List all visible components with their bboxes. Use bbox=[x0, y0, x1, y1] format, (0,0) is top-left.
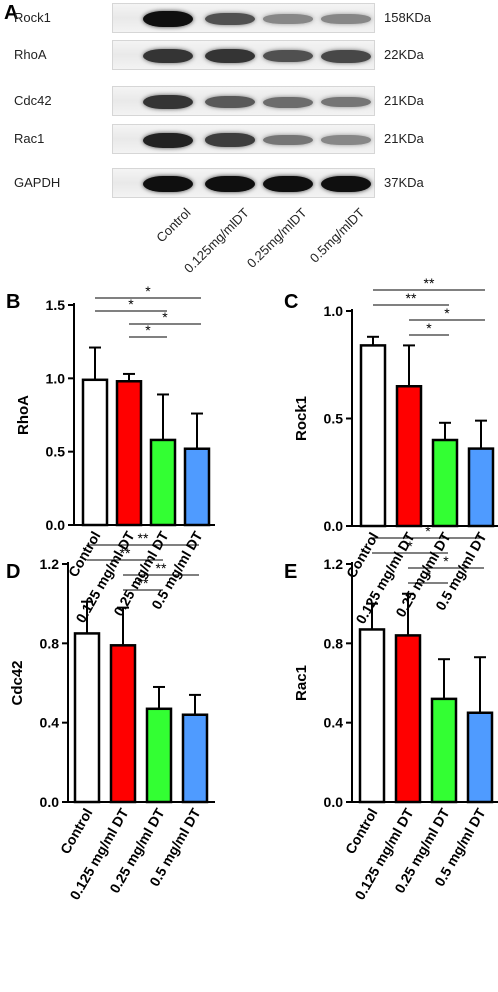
blot-band bbox=[143, 49, 193, 63]
blot-band bbox=[205, 176, 255, 192]
significance-marker: * bbox=[425, 523, 431, 539]
bar bbox=[145, 707, 173, 804]
significance-marker: * bbox=[443, 553, 449, 569]
blot-band bbox=[263, 14, 313, 24]
panel-letter: B bbox=[6, 291, 20, 313]
blot-row-label: GAPDH bbox=[14, 175, 61, 190]
bar bbox=[81, 378, 109, 527]
bar bbox=[431, 438, 459, 528]
y-tick-label: 1.2 bbox=[40, 556, 60, 572]
bar bbox=[183, 447, 211, 527]
blot-band bbox=[263, 134, 313, 146]
y-tick-label: 1.5 bbox=[46, 297, 66, 313]
bar bbox=[467, 447, 495, 528]
y-tick-label: 0.5 bbox=[46, 444, 66, 460]
blot-row-label: Rock1 bbox=[14, 10, 51, 25]
y-tick-label: 0.8 bbox=[324, 635, 344, 651]
significance-marker: * bbox=[444, 305, 450, 321]
blot-strip bbox=[112, 124, 375, 154]
significance-marker: * bbox=[425, 568, 431, 584]
blot-band bbox=[143, 95, 193, 109]
panel-letter-a: A bbox=[4, 2, 19, 24]
y-axis-label: Rac1 bbox=[293, 665, 310, 701]
significance-marker: * bbox=[128, 296, 134, 312]
y-tick-label: 0.4 bbox=[40, 715, 60, 731]
bar bbox=[181, 713, 209, 804]
x-tick-label: Control bbox=[342, 806, 381, 857]
significance-marker: * bbox=[407, 538, 413, 554]
y-axis-label: Cdc42 bbox=[9, 660, 26, 705]
blot-band bbox=[321, 96, 371, 108]
significance-marker: ** bbox=[138, 575, 149, 591]
y-tick-label: 0.0 bbox=[40, 794, 60, 810]
significance-marker: * bbox=[426, 320, 432, 336]
y-axis-label: Rock1 bbox=[293, 396, 310, 441]
y-tick-label: 0.0 bbox=[46, 517, 66, 533]
significance-marker: ** bbox=[156, 560, 167, 576]
y-tick-label: 1.0 bbox=[324, 303, 344, 319]
significance-marker: ** bbox=[120, 545, 131, 561]
panel-letter: E bbox=[284, 561, 297, 583]
blot-band bbox=[143, 132, 193, 148]
significance-marker: ** bbox=[424, 275, 435, 291]
y-tick-label: 1.2 bbox=[324, 556, 344, 572]
bar bbox=[358, 628, 386, 804]
y-tick-label: 0.4 bbox=[324, 715, 344, 731]
significance-marker: * bbox=[162, 309, 168, 325]
blot-band bbox=[263, 49, 313, 63]
blot-band bbox=[205, 133, 255, 147]
blot-band bbox=[205, 12, 255, 26]
blot-strip bbox=[112, 168, 375, 198]
molecular-weight-label: 22KDa bbox=[384, 47, 424, 62]
molecular-weight-label: 158KDa bbox=[384, 10, 431, 25]
blot-row-label: Rac1 bbox=[14, 131, 45, 146]
y-tick-label: 0.0 bbox=[324, 518, 344, 534]
blot-band bbox=[205, 96, 255, 108]
blot-strip bbox=[112, 86, 375, 116]
blot-row-label: Cdc42 bbox=[14, 93, 52, 108]
blot-strip bbox=[112, 3, 375, 33]
blot-band bbox=[321, 49, 371, 63]
bar bbox=[115, 380, 143, 527]
molecular-weight-label: 21KDa bbox=[384, 131, 424, 146]
panel-letter: C bbox=[284, 291, 298, 313]
blot-strip bbox=[112, 40, 375, 70]
blot-band bbox=[321, 176, 371, 192]
bar bbox=[359, 344, 387, 528]
molecular-weight-label: 21KDa bbox=[384, 93, 424, 108]
y-axis-label: RhoA bbox=[15, 395, 32, 435]
y-tick-label: 1.0 bbox=[46, 370, 66, 386]
blot-band bbox=[143, 176, 193, 192]
blot-band bbox=[263, 176, 313, 192]
x-tick-label: Control bbox=[343, 530, 382, 581]
significance-marker: ** bbox=[406, 290, 417, 306]
y-tick-label: 0.8 bbox=[40, 635, 60, 651]
blot-band bbox=[263, 96, 313, 108]
significance-marker: * bbox=[145, 283, 151, 299]
bar bbox=[149, 438, 177, 527]
blot-band bbox=[205, 49, 255, 63]
panel-letter: D bbox=[6, 561, 20, 583]
bar bbox=[394, 634, 422, 804]
bar bbox=[109, 644, 137, 804]
bar bbox=[395, 385, 423, 528]
bar bbox=[73, 632, 101, 804]
bar bbox=[430, 697, 458, 804]
blot-band bbox=[321, 14, 371, 24]
significance-marker: * bbox=[145, 322, 151, 338]
blot-band bbox=[321, 135, 371, 145]
y-tick-label: 0.0 bbox=[324, 794, 344, 810]
molecular-weight-label: 37KDa bbox=[384, 175, 424, 190]
bar bbox=[466, 711, 494, 804]
significance-marker: ** bbox=[138, 530, 149, 546]
blot-row-label: RhoA bbox=[14, 47, 47, 62]
y-tick-label: 0.5 bbox=[324, 411, 344, 427]
x-tick-label: Control bbox=[57, 806, 96, 857]
blot-band bbox=[143, 11, 193, 27]
